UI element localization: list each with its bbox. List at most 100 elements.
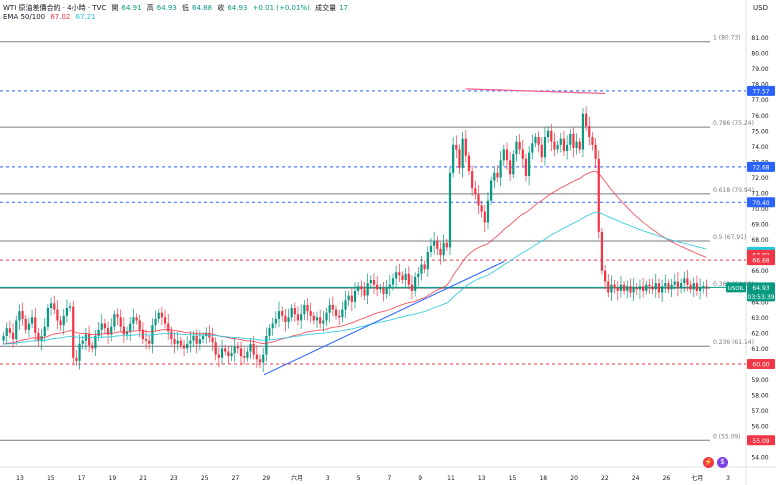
candle-body (490, 180, 493, 201)
candle-body (635, 287, 638, 290)
candle-body (562, 138, 566, 152)
candle-body (205, 332, 208, 336)
candle-body (87, 334, 91, 346)
symbol-badge-text: USOIL (728, 286, 745, 292)
candle-body (638, 286, 642, 290)
candle-body (217, 354, 220, 358)
price-badge (747, 161, 775, 172)
candle-body (328, 304, 331, 313)
candle-body (338, 315, 341, 318)
candle-body (2, 335, 5, 341)
candle-body (524, 158, 528, 176)
ema50-line (3, 170, 707, 345)
price-badge (747, 255, 775, 266)
candle-body (21, 311, 24, 319)
candle-body (357, 286, 360, 291)
resistance-line (465, 88, 606, 95)
chart-header-line-1: WTI 原油差價合約 · 4小時 · TVC 開 64.91 高 64.93 低 64… (3, 3, 351, 13)
candle-body (683, 278, 686, 284)
y-tick-label: 56.00 (751, 424, 768, 431)
candle-body (695, 283, 699, 291)
candle-body (493, 172, 496, 181)
candle-body (610, 284, 613, 293)
candle-body (613, 284, 616, 288)
candle-body (622, 284, 626, 291)
candle-body (603, 270, 607, 282)
y-tick-label: 75.00 (751, 128, 768, 135)
candle-body (258, 359, 262, 363)
candle-body (686, 278, 689, 285)
candle-body (154, 318, 157, 326)
candle-body (372, 280, 376, 285)
candle-body (512, 154, 515, 175)
candle-body (252, 343, 255, 355)
candle-body (144, 339, 148, 341)
fib-level-label: 0.618 (70.94) (713, 187, 754, 194)
candle-body (233, 346, 236, 354)
candle-body (569, 133, 572, 145)
candle-body (433, 241, 436, 246)
candle-body (94, 335, 97, 349)
candle-body (505, 149, 509, 161)
candle-body (15, 320, 18, 340)
y-tick-label: 61.00 (751, 346, 768, 353)
candle-body (499, 160, 502, 178)
candle-body (657, 283, 661, 293)
candle-body (293, 308, 296, 315)
low-label: 低 (182, 4, 190, 12)
candle-body (452, 144, 455, 173)
candle-body (262, 354, 265, 363)
low-value: 64.88 (192, 4, 213, 12)
candle-body (559, 138, 562, 145)
candle-body (445, 242, 448, 248)
candle-body (27, 323, 31, 330)
event-icon[interactable]: $ (717, 457, 728, 468)
candle-body (173, 339, 176, 344)
candle-body (474, 188, 477, 195)
candle-body (103, 323, 107, 329)
x-tick-label: 27 (232, 475, 240, 482)
high-label: 高 (146, 4, 154, 12)
alert-icon[interactable]: ⚡ (703, 457, 714, 468)
candle-body (284, 315, 287, 322)
candle-body (160, 312, 163, 318)
candle-body (550, 130, 553, 142)
candle-body (122, 326, 125, 335)
candle-body (376, 284, 379, 290)
price-badge (747, 291, 775, 302)
candle-body (679, 283, 683, 288)
y-tick-label: 69.00 (751, 222, 768, 229)
candle-body (486, 200, 490, 223)
candle-body (626, 286, 629, 291)
candle-body (702, 286, 705, 288)
candle-body (382, 287, 385, 295)
close-value: 64.93 (227, 4, 248, 12)
y-tick-label: 71.00 (751, 190, 768, 197)
candle-body (401, 275, 404, 281)
candle-body (290, 308, 293, 318)
price-badge-text: 77.57 (752, 88, 769, 95)
y-tick-label: 74.00 (751, 144, 768, 151)
price-badge (747, 435, 775, 446)
candle-body (53, 303, 56, 310)
symbol-badge (726, 282, 746, 293)
candle-body (543, 137, 547, 158)
candle-body (632, 287, 635, 293)
fib-level-label: 0.236 (61.14) (713, 339, 754, 346)
candle-body (201, 335, 205, 340)
x-tick-label: 15 (509, 475, 517, 482)
candle-body (300, 314, 303, 321)
candle-body (271, 323, 274, 329)
candle-body (334, 309, 338, 316)
symbol-title: WTI 原油差價合約 · 4小時 · TVC (3, 4, 107, 12)
candle-body (230, 353, 233, 357)
candle-body (65, 308, 69, 316)
candle-body (179, 340, 182, 346)
uptrend-line (263, 260, 505, 376)
high-value: 64.93 (156, 4, 177, 12)
candle-body (265, 335, 268, 355)
candle-body (198, 339, 201, 344)
candle-body (461, 138, 464, 169)
candle-body (404, 273, 407, 281)
